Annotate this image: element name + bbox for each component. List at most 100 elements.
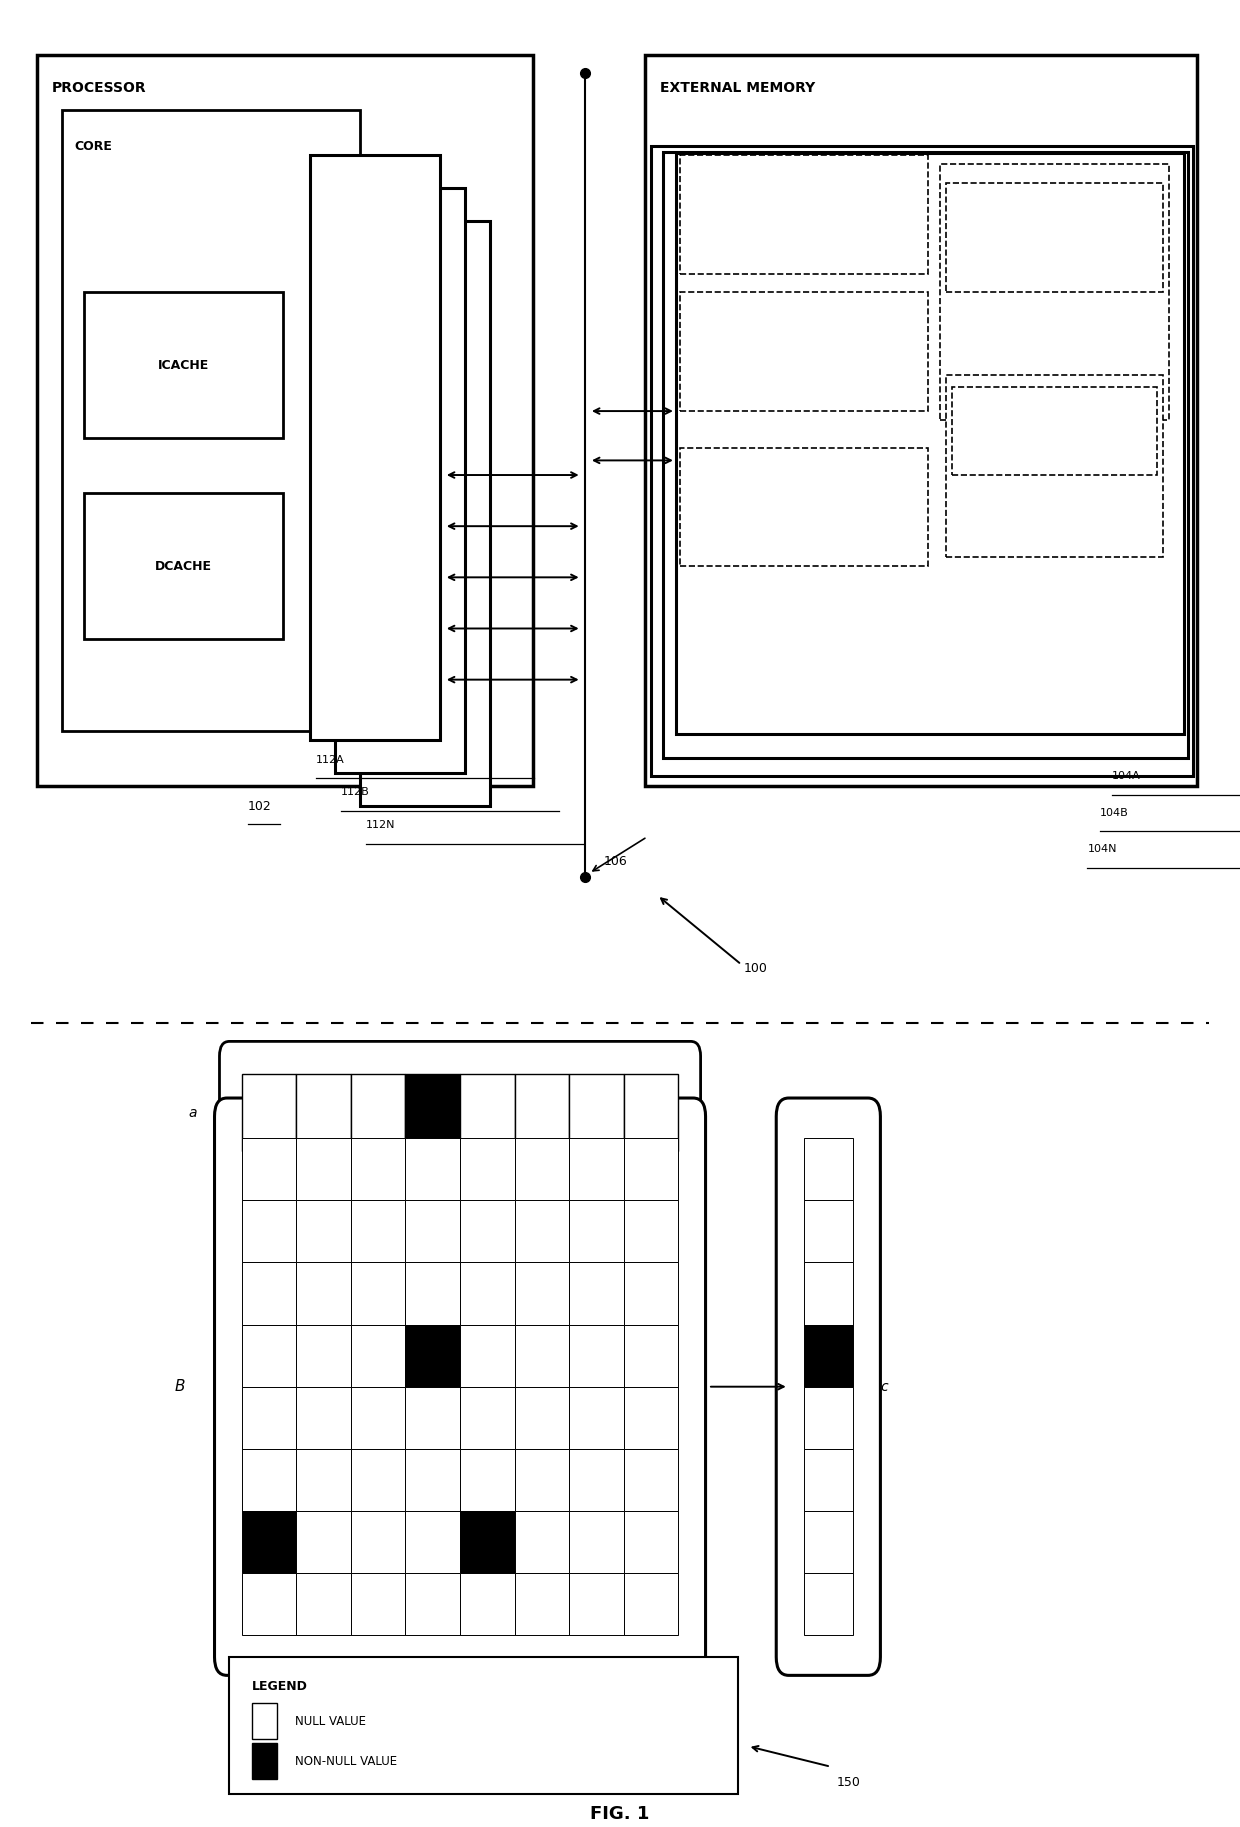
Bar [229, 1657, 738, 1794]
Bar [804, 1511, 853, 1573]
Bar [296, 1325, 351, 1387]
Bar [460, 1325, 515, 1387]
Bar [624, 1325, 678, 1387]
Bar [569, 1573, 624, 1635]
Bar [351, 1511, 405, 1573]
Bar [680, 448, 928, 566]
Text: 104A: 104A [1112, 771, 1141, 780]
Bar [460, 1511, 515, 1573]
Bar [624, 1200, 678, 1262]
Bar [569, 1262, 624, 1325]
Bar [405, 1325, 460, 1387]
Bar [296, 1387, 351, 1449]
Bar [242, 1138, 296, 1200]
Bar [351, 1325, 405, 1387]
Bar [515, 1074, 569, 1151]
Bar [651, 146, 1193, 776]
Text: DCACHE: DCACHE [155, 559, 212, 574]
Bar [515, 1449, 569, 1511]
Text: DATA: DATA [1039, 232, 1070, 243]
Bar [569, 1200, 624, 1262]
Bar [242, 1511, 296, 1573]
Bar [946, 375, 1163, 557]
Bar [515, 1200, 569, 1262]
Bar [310, 155, 440, 740]
Bar [624, 1387, 678, 1449]
Bar [296, 1449, 351, 1511]
Bar [569, 1325, 624, 1387]
Text: NON-NULL VALUE: NON-NULL VALUE [295, 1754, 397, 1769]
Bar [804, 1387, 853, 1449]
Bar [515, 1325, 569, 1387]
Bar [804, 1573, 853, 1635]
Bar [296, 1511, 351, 1573]
Bar [252, 1703, 277, 1739]
Bar [351, 1138, 405, 1200]
Bar [569, 1511, 624, 1573]
Bar [242, 1200, 296, 1262]
Bar [680, 155, 928, 274]
Bar [252, 1743, 277, 1779]
Bar [296, 1200, 351, 1262]
Bar [242, 1325, 296, 1387]
Bar [405, 1573, 460, 1635]
Bar [351, 1573, 405, 1635]
Bar [804, 1449, 853, 1511]
Bar [351, 1449, 405, 1511]
Text: CORE: CORE [74, 139, 113, 153]
Bar [405, 1200, 460, 1262]
Text: PROCESSOR: PROCESSOR [52, 80, 146, 95]
Bar [405, 1074, 460, 1151]
Bar [62, 110, 360, 731]
Text: 112B: 112B [341, 787, 370, 797]
Bar [460, 1573, 515, 1635]
Bar [460, 1262, 515, 1325]
Bar [405, 1138, 460, 1200]
Bar [360, 221, 490, 806]
Bar [460, 1449, 515, 1511]
Bar [624, 1262, 678, 1325]
Text: INSTRUCTIONS: INSTRUCTIONS [1013, 232, 1096, 243]
Bar [242, 1262, 296, 1325]
Bar [405, 1387, 460, 1449]
Bar [351, 1262, 405, 1325]
Text: NULL VALUE: NULL VALUE [295, 1714, 366, 1728]
Bar [335, 188, 465, 773]
Bar [624, 1573, 678, 1635]
Bar [624, 1511, 678, 1573]
Text: 150: 150 [837, 1776, 861, 1789]
FancyBboxPatch shape [215, 1098, 706, 1675]
Text: 100: 100 [744, 961, 768, 976]
Text: 106: 106 [604, 855, 627, 868]
Text: B: B [175, 1379, 185, 1394]
Bar [676, 153, 1184, 734]
Bar [569, 1074, 624, 1151]
Text: 104N: 104N [1087, 844, 1117, 853]
FancyBboxPatch shape [776, 1098, 880, 1675]
Bar [405, 1449, 460, 1511]
Bar [804, 1138, 853, 1200]
Bar [515, 1387, 569, 1449]
Bar [242, 1449, 296, 1511]
Bar [624, 1449, 678, 1511]
Bar [946, 183, 1163, 292]
Bar [515, 1573, 569, 1635]
Bar [569, 1449, 624, 1511]
Bar [515, 1262, 569, 1325]
Bar [405, 1511, 460, 1573]
FancyBboxPatch shape [219, 1041, 701, 1184]
Bar [296, 1074, 351, 1151]
Bar [515, 1138, 569, 1200]
Bar [242, 1573, 296, 1635]
Text: INSTRUCTIONS: INSTRUCTIONS [1013, 426, 1096, 437]
Text: ...: ... [797, 502, 810, 512]
Bar [569, 1387, 624, 1449]
Bar [569, 1138, 624, 1200]
Text: DATA: DATA [789, 347, 818, 356]
Bar [460, 1138, 515, 1200]
Text: ...: ... [1048, 519, 1061, 530]
Bar [663, 152, 1188, 758]
Bar [680, 292, 928, 411]
Bar [940, 164, 1169, 420]
Text: a: a [188, 1105, 196, 1120]
